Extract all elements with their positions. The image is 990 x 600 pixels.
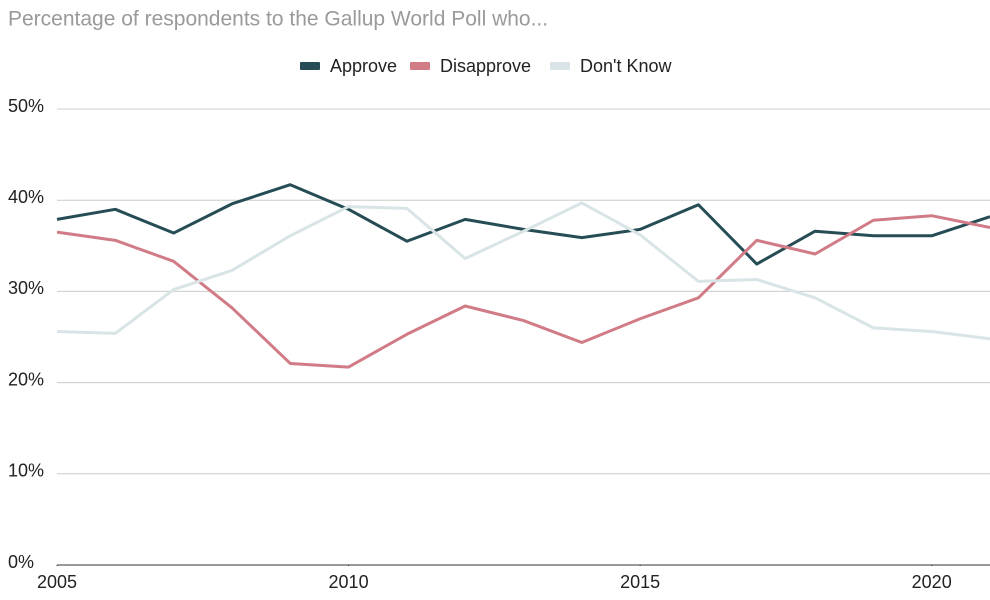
x-tick-label: 2010 bbox=[329, 572, 369, 592]
series-line bbox=[56, 214, 990, 369]
y-tick-label: 20% bbox=[8, 369, 44, 389]
y-tick-label: 0% bbox=[8, 552, 34, 572]
legend-label: Disapprove bbox=[440, 56, 531, 76]
chart-title: Percentage of respondents to the Gallup … bbox=[8, 8, 548, 31]
legend-swatch bbox=[300, 62, 320, 70]
x-tick-label: 2015 bbox=[620, 572, 660, 592]
y-tick-label: 50% bbox=[8, 96, 44, 116]
legend-swatch bbox=[550, 62, 570, 70]
series-line bbox=[56, 183, 990, 266]
series-line bbox=[56, 201, 990, 341]
y-tick-label: 10% bbox=[8, 461, 44, 481]
legend-label: Don't Know bbox=[580, 56, 672, 76]
x-tick-label: 2005 bbox=[37, 572, 77, 592]
x-tick-label: 2020 bbox=[912, 572, 952, 592]
y-tick-label: 40% bbox=[8, 187, 44, 207]
legend-label: Approve bbox=[330, 56, 397, 76]
legend-swatch bbox=[410, 62, 430, 70]
y-tick-label: 30% bbox=[8, 278, 44, 298]
